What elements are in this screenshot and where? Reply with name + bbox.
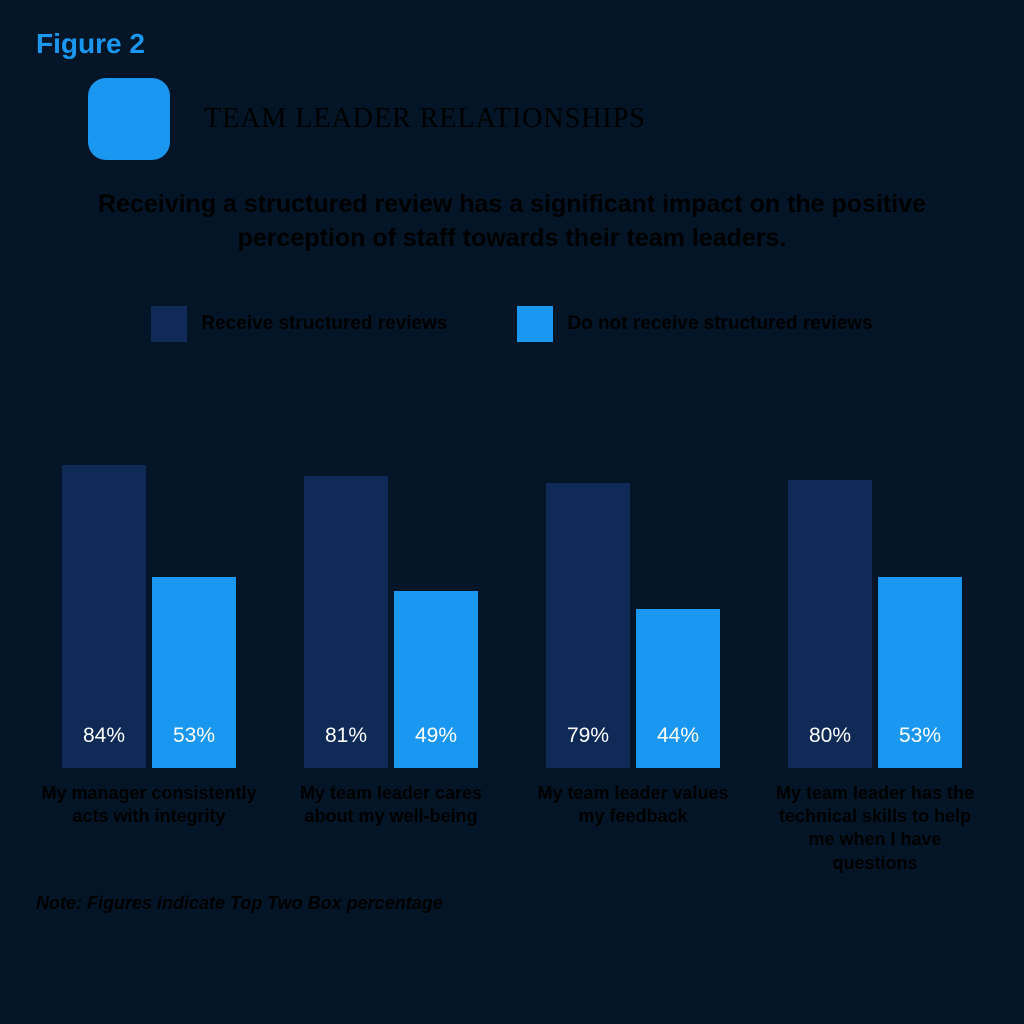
- bar-group: 80% 53% My team leader has the technical s…: [764, 408, 986, 876]
- bar-pair: 81% 49%: [304, 408, 478, 768]
- chart-area: 84% 53% My manager consistently acts with …: [36, 408, 988, 876]
- category-label: My team leader cares about my well-being: [280, 782, 502, 829]
- legend-swatch: [517, 306, 553, 342]
- legend-label: Receive structured reviews: [201, 313, 447, 335]
- bar-pair: 79% 44%: [546, 408, 720, 768]
- bar-group: 84% 53% My manager consistently acts with …: [38, 408, 260, 876]
- bar-value: 81%: [325, 724, 367, 748]
- category-label: My manager consistently acts with integr…: [38, 782, 260, 829]
- legend-item-receive: Receive structured reviews: [151, 306, 447, 342]
- category-label: My team leader values my feedback: [522, 782, 744, 829]
- chart-subtitle: Receiving a structured review has a sign…: [56, 188, 968, 256]
- title-row: TEAM LEADER RELATIONSHIPS: [88, 78, 988, 160]
- bar: 79%: [546, 483, 630, 767]
- bar: 53%: [878, 577, 962, 768]
- bar-pair: 84% 53%: [62, 408, 236, 768]
- bar: 44%: [636, 609, 720, 767]
- bar-value: 80%: [809, 724, 851, 748]
- bar: 84%: [62, 465, 146, 767]
- bar-value: 79%: [567, 724, 609, 748]
- bar-value: 44%: [657, 724, 699, 748]
- legend-swatch: [151, 306, 187, 342]
- title-badge-icon: [88, 78, 170, 160]
- bar-group: 81% 49% My team leader cares about my well…: [280, 408, 502, 876]
- bar-value: 53%: [899, 724, 941, 748]
- bar-value: 53%: [173, 724, 215, 748]
- category-label: My team leader has the technical skills …: [764, 782, 986, 876]
- legend: Receive structured reviews Do not receiv…: [36, 306, 988, 342]
- bar-value: 49%: [415, 724, 457, 748]
- figure-label: Figure 2: [36, 28, 988, 60]
- bar: 81%: [304, 476, 388, 768]
- bar-pair: 80% 53%: [788, 408, 962, 768]
- legend-label: Do not receive structured reviews: [567, 313, 872, 335]
- chart-title: TEAM LEADER RELATIONSHIPS: [204, 103, 646, 135]
- bar-value: 84%: [83, 724, 125, 748]
- bar: 53%: [152, 577, 236, 768]
- bar: 80%: [788, 480, 872, 768]
- chart-note: Note: Figures indicate Top Two Box perce…: [36, 893, 988, 914]
- bar: 49%: [394, 591, 478, 767]
- legend-item-not-receive: Do not receive structured reviews: [517, 306, 872, 342]
- bar-group: 79% 44% My team leader values my feedback: [522, 408, 744, 876]
